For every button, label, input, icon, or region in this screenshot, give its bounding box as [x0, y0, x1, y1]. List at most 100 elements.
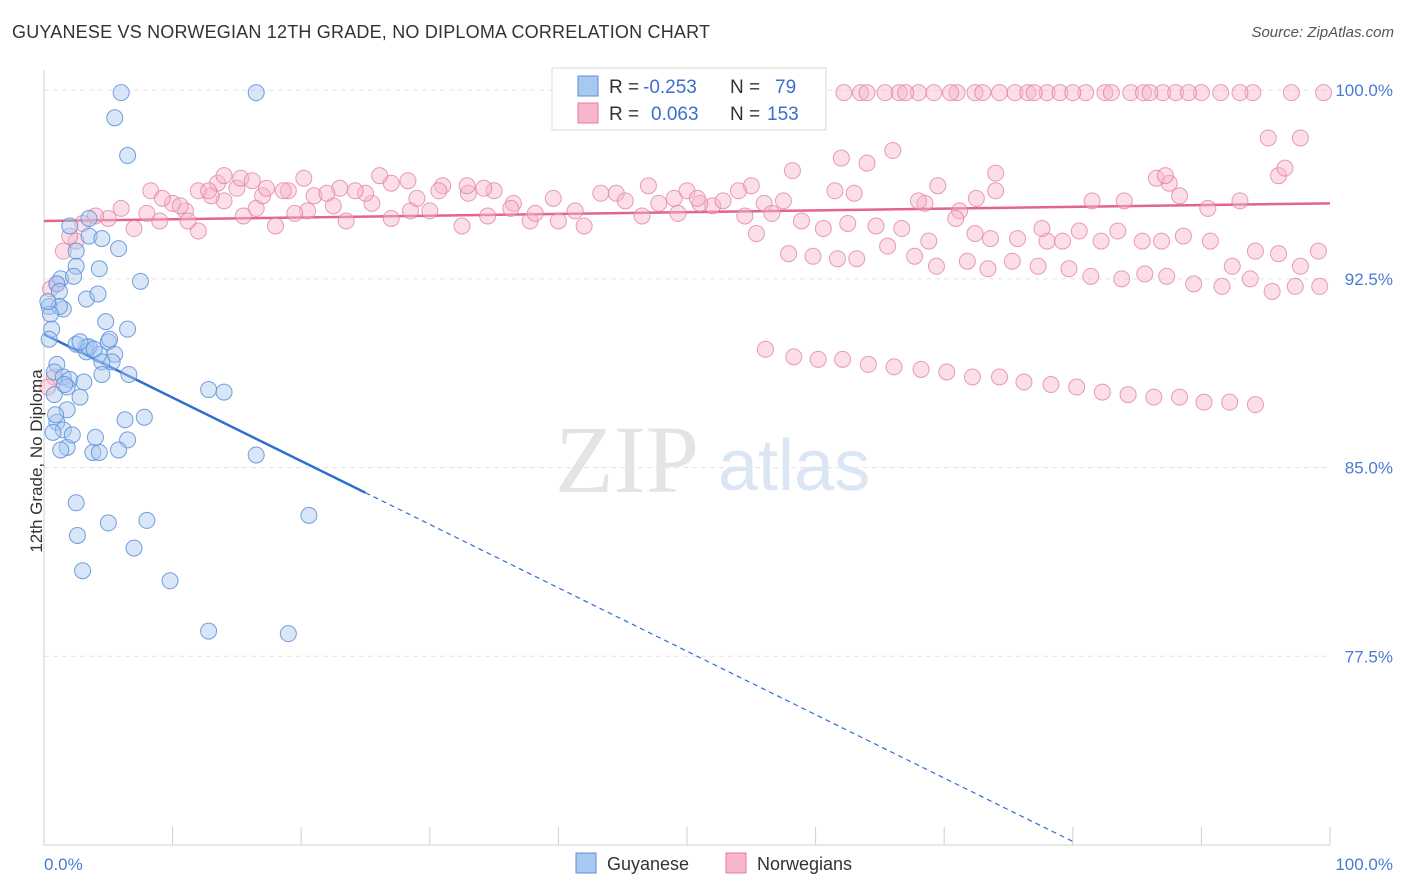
guyanese-point: [103, 353, 121, 371]
norwegian-point: [979, 260, 997, 278]
norwegian-point: [408, 189, 426, 207]
norwegian-point: [835, 84, 853, 102]
norwegian-point: [1221, 393, 1239, 411]
norwegian-point: [257, 179, 275, 197]
norwegian-point: [804, 247, 822, 265]
guyanese-point: [71, 388, 89, 406]
norwegian-point: [1135, 84, 1153, 102]
norwegian-point: [421, 202, 439, 220]
guyanese-point: [200, 622, 218, 640]
norwegian-point: [974, 84, 992, 102]
guyanese-point: [161, 572, 179, 590]
norwegian-point: [650, 194, 668, 212]
guyanese-point: [58, 378, 76, 396]
bottom-legend-label-norwegian: Norwegians: [757, 854, 852, 874]
norwegian-point: [1083, 192, 1101, 210]
norwegian-point: [1309, 242, 1327, 260]
norwegian-point: [1025, 84, 1043, 102]
norwegian-point: [138, 204, 156, 222]
norwegian-point: [1038, 84, 1056, 102]
norwegian-point: [504, 194, 522, 212]
guyanese-point: [247, 446, 265, 464]
norwegian-point: [828, 250, 846, 268]
norwegian-point: [1060, 260, 1078, 278]
guyanese-point: [86, 428, 104, 446]
norwegian-point: [665, 189, 683, 207]
norwegian-point: [814, 220, 832, 238]
norwegian-point: [189, 182, 207, 200]
norwegian-point: [1102, 84, 1120, 102]
norwegian-point: [371, 167, 389, 185]
norwegian-point: [925, 84, 943, 102]
guyanese-point: [247, 84, 265, 102]
legend-r-value-2: 0.063: [651, 104, 699, 125]
guyanese-point: [39, 292, 57, 310]
norwegian-point: [774, 192, 792, 210]
guyanese-point: [71, 333, 89, 351]
norwegian-point: [1119, 386, 1137, 404]
norwegian-point: [942, 84, 960, 102]
norwegian-point: [858, 84, 876, 102]
norwegian-point: [1171, 187, 1189, 205]
norwegian-point: [912, 360, 930, 378]
tick-labels: 77.5% 85.0% 92.5% 100.0% 0.0% 100.0%: [44, 81, 1393, 874]
norwegian-point: [151, 212, 169, 230]
norwegian-point: [1141, 84, 1159, 102]
norwegian-point: [171, 197, 189, 215]
guyanese-point: [67, 242, 85, 260]
norwegian-point: [575, 217, 593, 235]
norwegian-point: [1315, 84, 1333, 102]
norwegian-point: [890, 84, 908, 102]
watermark-zip: ZIP: [555, 406, 699, 513]
guyanese-point: [54, 421, 72, 439]
norwegian-point: [1015, 373, 1033, 391]
guyanese-point: [99, 514, 117, 532]
norwegian-point: [809, 350, 827, 368]
guyanese-point: [106, 109, 124, 127]
norwegian-point: [938, 363, 956, 381]
norwegian-trend-line: [43, 202, 1331, 223]
guyanese-point: [119, 147, 137, 165]
norwegian-point: [1244, 84, 1262, 102]
norwegian-point: [228, 179, 246, 197]
norwegian-point: [669, 204, 687, 222]
norwegian-point: [189, 222, 207, 240]
guyanese-point: [56, 376, 74, 394]
norwegian-point: [1213, 277, 1231, 295]
norwegian-point: [1156, 167, 1174, 185]
guyanese-point: [67, 257, 85, 275]
y-tick-label: 92.5%: [1345, 270, 1393, 289]
norwegian-point: [897, 84, 915, 102]
norwegian-point: [616, 192, 634, 210]
norwegian-point: [1070, 222, 1088, 240]
guyanese-point: [93, 353, 111, 371]
norwegian-point: [112, 199, 130, 217]
norwegian-point: [357, 184, 374, 202]
norwegian-point: [99, 209, 117, 227]
guyanese-point: [44, 423, 62, 441]
norwegian-point: [1167, 84, 1185, 102]
norwegian-point: [852, 84, 870, 102]
guyanese-point: [43, 320, 61, 338]
norwegian-point: [1109, 222, 1127, 240]
guyanese-point: [41, 305, 59, 323]
norwegian-point: [1145, 388, 1163, 406]
norwegian-point: [1153, 232, 1171, 250]
guyanese-point: [110, 240, 128, 258]
norwegian-point: [1006, 84, 1024, 102]
norwegian-point: [780, 245, 798, 263]
norwegian-point: [763, 204, 781, 222]
guyanese-point: [74, 562, 92, 580]
guyanese-trend-extension: [365, 492, 1074, 843]
norwegian-point: [215, 192, 233, 210]
guyanese-point: [110, 441, 128, 459]
guyanese-point: [65, 267, 83, 285]
norwegian-point: [691, 194, 709, 212]
norwegian-point: [639, 177, 657, 195]
norwegian-point: [1246, 396, 1264, 414]
norwegian-point: [742, 177, 760, 195]
norwegian-point: [399, 172, 417, 190]
guyanese-point: [215, 383, 233, 401]
bottom-legend-swatch-guyanese: [575, 852, 597, 874]
norwegian-point: [884, 142, 902, 160]
